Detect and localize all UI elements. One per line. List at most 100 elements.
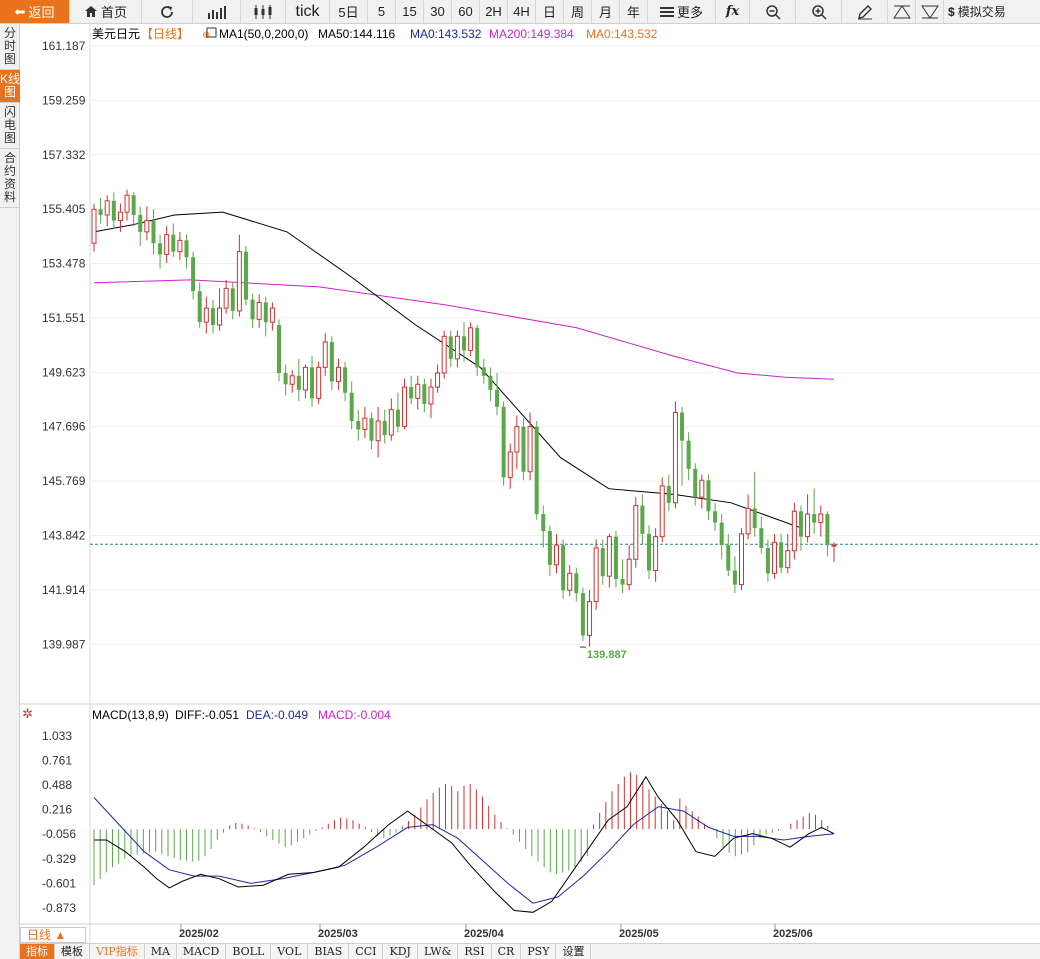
candle-body-down [422,384,427,405]
candle-body-up [104,200,110,216]
candle-body-up [269,307,275,323]
period-2h[interactable]: 2H [480,0,508,23]
candle-body-down [329,341,334,382]
tick-button[interactable]: tick [286,0,330,23]
tab-rsi[interactable]: RSI [458,944,492,959]
candle-body-down [501,406,506,478]
tab-flash[interactable]: 闪电图 [0,103,20,149]
candle-body-up [203,307,209,323]
chart-area[interactable]: 161.187 159.259 157.332 155.405 153.478 151.5… [20,24,1040,959]
candle-body-up [164,234,170,255]
tab-settings[interactable]: 设置 [556,944,592,959]
candle-body-down [534,426,539,515]
price-tick-label: 159.259 [42,93,86,107]
period-week[interactable]: 周 [564,0,592,23]
tick-label: tick [295,2,320,20]
candle-body-down [369,418,374,441]
candle-body-down [356,420,361,430]
price-tick-label: 141.914 [42,583,86,597]
candle-body-down [263,302,268,323]
tab-cci[interactable]: CCI [349,944,384,959]
legend-toggle-icon[interactable] [206,27,217,38]
period-label: 日 [542,5,556,20]
candle-body-down [382,420,387,436]
period-year[interactable]: 年 [620,0,648,23]
tab-kline[interactable]: K线图 [0,70,20,103]
pencil-icon [857,4,872,19]
formula-button[interactable]: fx [716,0,750,23]
period-5min[interactable]: 5 [368,0,396,23]
indicator-tabs: 指标 模板 VIP指标 MA MACD BOLL VOL BIAS CCI KD… [20,943,1040,959]
tab-boll[interactable]: BOLL [226,944,272,959]
more-button[interactable]: 更多 [648,0,716,23]
period-select[interactable]: 日线 ▲ [20,927,86,943]
back-button[interactable]: ⬅ 返回 [0,0,70,23]
triangle-down-icon [920,5,939,19]
period-15min[interactable]: 15 [396,0,424,23]
refresh-button[interactable] [142,0,193,23]
triangle-up-button[interactable] [888,0,916,23]
home-button[interactable]: 首页 [70,0,142,23]
tab-lw[interactable]: LW& [418,944,459,959]
tab-vip-indicator[interactable]: VIP指标 [90,944,145,959]
period-5day[interactable]: 5日 [330,0,368,23]
candle-body-up [322,341,328,368]
candle-body-up [699,479,705,498]
candle-body-up [772,541,778,574]
macd-tick-label: -0.056 [42,827,76,841]
tab-vol[interactable]: VOL [271,944,309,959]
legend-settings-icon[interactable]: ⊕ [202,30,210,41]
legend-ma50: MA50:144.116 [318,27,395,41]
kline-chart[interactable]: 161.187 159.259 157.332 155.405 153.478 151.5… [20,24,1040,944]
period-day[interactable]: 日 [536,0,564,23]
candle-body-down [184,240,189,258]
tab-ma[interactable]: MA [145,944,177,959]
candle-body-down [495,389,500,407]
tab-indicator[interactable]: 指标 [20,944,55,959]
candle-button[interactable] [241,0,286,23]
candle-body-down [197,291,202,323]
tab-template[interactable]: 模板 [55,944,90,959]
candle-body-up [388,409,394,436]
tab-bias[interactable]: BIAS [308,944,350,959]
price-tick-label: 147.696 [42,420,86,434]
candle-body-down [111,200,116,221]
candle-body-down [647,533,651,571]
candle-body-down [210,308,215,326]
simulate-trade-button[interactable]: $ 模拟交易 [944,0,1014,23]
macd-settings-icon[interactable]: ✲ [22,706,33,721]
zoom-in-button[interactable] [796,0,842,23]
legend-symbol: 美元日元 [92,27,140,41]
candle-body-up [256,301,262,320]
macd-tick-label: 0.216 [42,803,72,817]
candle-body-down [798,511,803,537]
candle-body-up [362,417,368,430]
period-month[interactable]: 月 [592,0,620,23]
dollar-icon: $ [948,4,955,19]
indicator-button[interactable] [193,0,241,23]
draw-button[interactable] [842,0,888,23]
candle-body-down [283,372,288,385]
tab-contract-info[interactable]: 合约资料 [0,149,20,208]
candle-body-up [745,507,751,535]
candle-body-down [779,542,784,568]
period-30min[interactable]: 30 [424,0,452,23]
price-tick-label: 145.769 [42,474,86,488]
candle-body-up [177,239,183,253]
candle-body-down [138,214,143,232]
tab-cr[interactable]: CR [492,944,522,959]
candle-body-up [124,194,130,213]
period-60min[interactable]: 60 [452,0,480,23]
tab-intraday[interactable]: 分时图 [0,24,20,70]
zoom-out-button[interactable] [750,0,796,23]
candle-body-up [659,485,665,538]
refresh-icon [161,5,173,18]
tab-psy[interactable]: PSY [521,944,557,959]
candle-body-down [448,336,453,359]
tab-kdj[interactable]: KDJ [383,944,418,959]
triangle-down-button[interactable] [916,0,944,23]
candle-body-up [454,335,460,360]
candle-body-up [527,426,533,473]
period-4h[interactable]: 4H [508,0,536,23]
tab-macd[interactable]: MACD [177,944,227,959]
